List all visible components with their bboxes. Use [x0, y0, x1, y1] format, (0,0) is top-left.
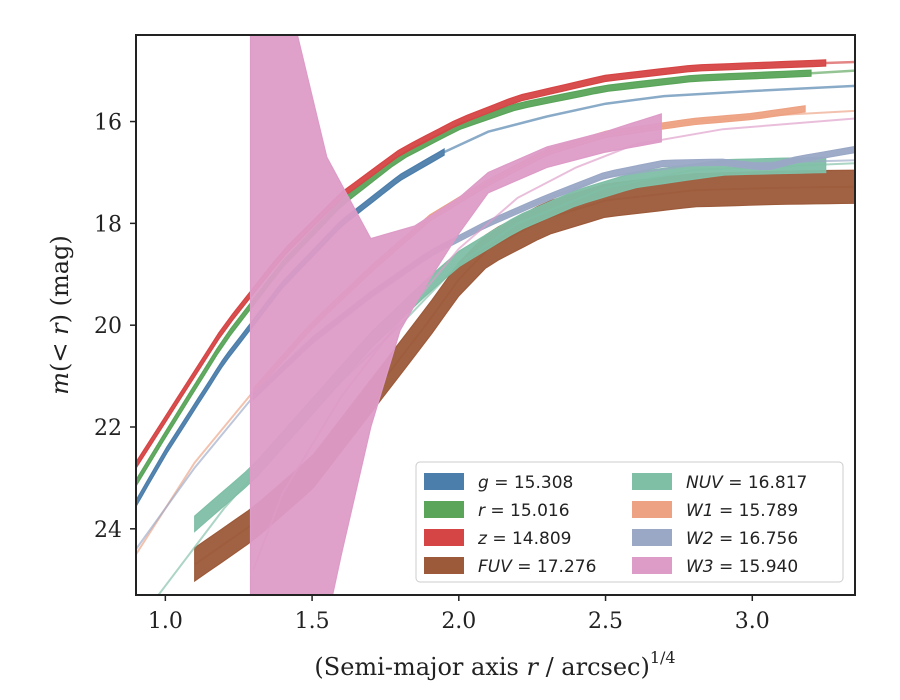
legend-label-g-value: = 15.308 — [489, 473, 574, 493]
series-w3-data-band — [249, 35, 662, 595]
legend-label-r-value: = 15.016 — [485, 501, 570, 521]
legend-label-w3: W3 = 15.940 — [686, 557, 798, 577]
legend-swatch-fuv — [424, 557, 464, 574]
series-layer — [136, 35, 855, 595]
legend-label-g-band: g — [478, 473, 489, 493]
x-tick-label-2.0: 2.0 — [441, 609, 476, 634]
y-tick-label-18: 18 — [94, 212, 122, 237]
legend-label-w3-value: = 15.940 — [714, 557, 799, 577]
x-tick-label-2.5: 2.5 — [588, 609, 623, 634]
series-z-model-line — [825, 60, 855, 65]
legend-entry-w2: W2 = 16.756 — [632, 529, 798, 549]
x-axis-label-part3: / arcsec) — [538, 653, 650, 681]
series-fuv-data-band — [194, 169, 855, 583]
y-axis-label-part3: r — [46, 322, 74, 335]
x-axis-label-part1: (Semi-major axis — [314, 653, 526, 681]
legend-label-fuv-band: FUV — [478, 557, 513, 577]
legend-label-w2-value: = 16.756 — [714, 529, 799, 549]
ticks-layer: 1.0 1.5 2.0 2.5 3.0 16 18 20 22 24 — [94, 111, 770, 634]
legend-label-z-value: = 14.809 — [487, 529, 572, 549]
legend-entry-fuv: FUV = 17.276 — [424, 557, 596, 577]
legend-entry-w3: W3 = 15.940 — [632, 557, 798, 577]
legend-label-fuv: FUV = 17.276 — [478, 557, 596, 577]
series-g — [136, 84, 855, 508]
series-r-model-line — [810, 69, 855, 75]
legend-swatch-z — [424, 529, 464, 546]
x-axis-label-part2: r — [526, 653, 539, 681]
legend-entry-w1: W1 = 15.789 — [632, 501, 798, 521]
y-axis-label: m(< r) (mag) — [46, 235, 74, 395]
legend-entry-r: r = 15.016 — [424, 501, 570, 521]
legend-label-z: z = 14.809 — [477, 529, 571, 549]
x-axis-label-exponent: 1/4 — [650, 648, 676, 667]
legend-label-w2-band: W2 — [686, 529, 714, 549]
series-g-model-line — [443, 84, 855, 154]
x-axis-label: (Semi-major axis r / arcsec)1/4 — [314, 648, 675, 681]
legend-label-g: g = 15.308 — [478, 473, 573, 493]
legend-swatch-w3 — [632, 557, 672, 574]
legend-label-nuv-value: = 16.817 — [723, 473, 808, 493]
legend-entry-nuv: NUV = 16.817 — [632, 473, 807, 493]
legend-box — [415, 461, 844, 583]
legend-swatch-w1 — [632, 501, 672, 518]
legend-label-r: r = 15.016 — [478, 501, 570, 521]
y-axis-label-part4: ) (mag) — [46, 235, 74, 323]
plot-frame — [135, 34, 856, 596]
series-w3 — [249, 35, 855, 595]
legend-entry-g: g = 15.308 — [424, 473, 573, 493]
legend-label-w1: W1 = 15.789 — [686, 501, 798, 521]
legend-label-w2: W2 = 16.756 — [686, 529, 798, 549]
legend-label-w1-value: = 15.789 — [714, 501, 799, 521]
legend-label-fuv-value: = 17.276 — [512, 557, 597, 577]
legend-swatch-r — [424, 501, 464, 518]
x-tick-label-1.5: 1.5 — [295, 609, 330, 634]
legend-label-w1-band: W1 — [686, 501, 714, 521]
y-tick-label-22: 22 — [94, 416, 122, 441]
legend-entry-z: z = 14.809 — [424, 529, 571, 549]
legend-swatch-w2 — [632, 529, 672, 546]
x-tick-label-1.0: 1.0 — [148, 609, 183, 634]
legend-label-r-band: r — [478, 501, 486, 521]
y-axis-label-part2: (< — [46, 335, 74, 372]
legend-swatch-g — [424, 473, 464, 490]
legend-label-z-band: z — [477, 529, 488, 549]
series-g-data-band — [136, 147, 445, 508]
y-tick-label-20: 20 — [94, 314, 122, 339]
legend-label-nuv: NUV = 16.817 — [686, 473, 807, 493]
legend-label-w3-band: W3 — [686, 557, 714, 577]
legend-swatch-nuv — [632, 473, 672, 490]
x-tick-label-3.0: 3.0 — [735, 609, 770, 634]
legend-label-nuv-band: NUV — [686, 473, 724, 493]
y-tick-label-16: 16 — [94, 111, 122, 136]
y-tick-label-24: 24 — [94, 518, 122, 543]
y-axis-label-part1: m — [46, 372, 74, 395]
